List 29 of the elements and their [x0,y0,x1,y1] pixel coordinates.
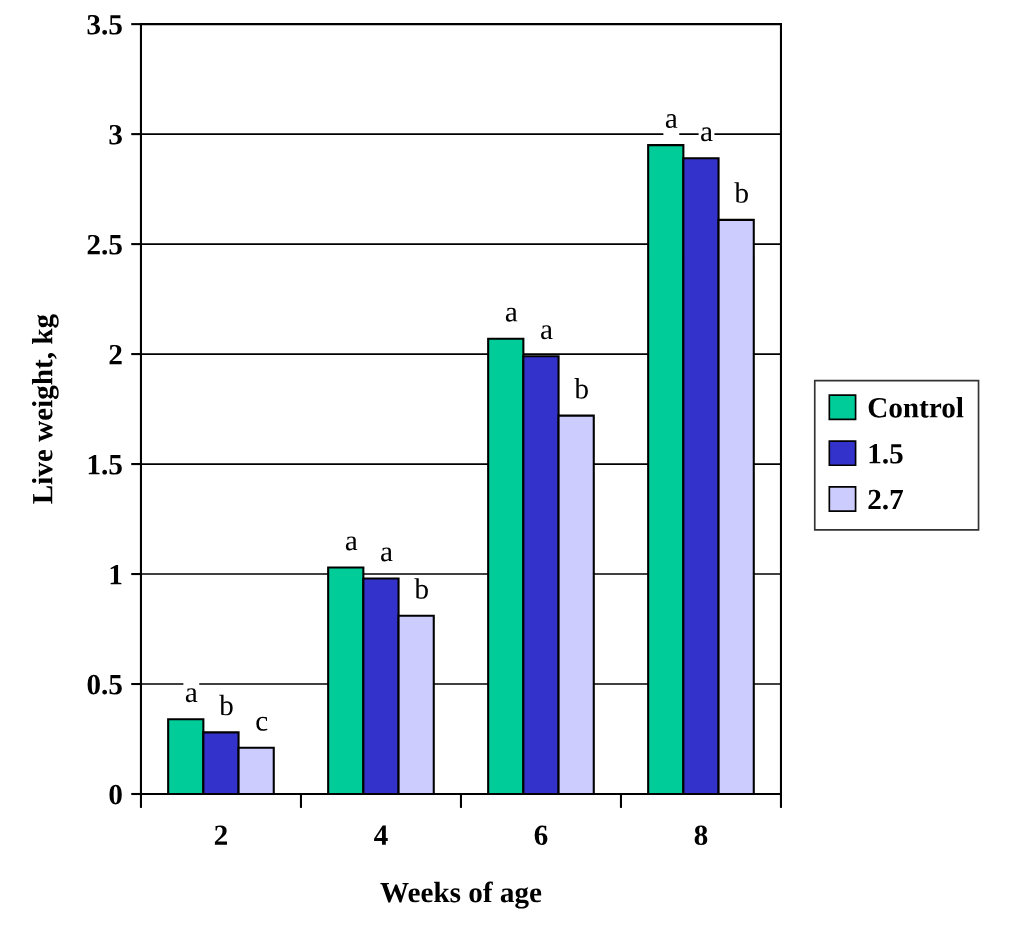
x-tick-label: 8 [694,825,708,846]
data-label: a [541,325,553,340]
y-tick-label: 2 [109,344,122,365]
x-tick-label: 2 [214,825,227,845]
legend-label: 2.7 [868,489,903,510]
y-axis-title: Live weight, kg [31,314,59,504]
y-tick-label: 3 [109,124,122,145]
data-label: a [381,547,393,562]
y-tick-label: 3.5 [87,14,122,35]
x-axis-title: Weeks of age [380,881,542,909]
data-label: b [734,182,748,203]
y-tick-label: 2.5 [87,234,122,255]
data-label: b [414,578,428,599]
x-tick-label: 4 [374,825,388,845]
data-label: a [345,536,358,551]
legend-label: Control [868,397,964,418]
y-tick-label: 1 [110,564,122,585]
x-tick-label: 6 [534,825,548,846]
y-tick-label: 1.5 [88,454,122,475]
data-label: b [574,378,588,399]
data-label: a [701,127,713,142]
y-tick-label: 0 [109,784,122,805]
y-tick-label: 0.5 [87,674,122,695]
data-label: a [505,307,518,322]
data-label: b [219,694,233,716]
data-label: a [665,114,678,129]
legend-label: 1.5 [869,443,903,464]
data-label: a [185,688,198,703]
data-label: c [256,716,268,731]
